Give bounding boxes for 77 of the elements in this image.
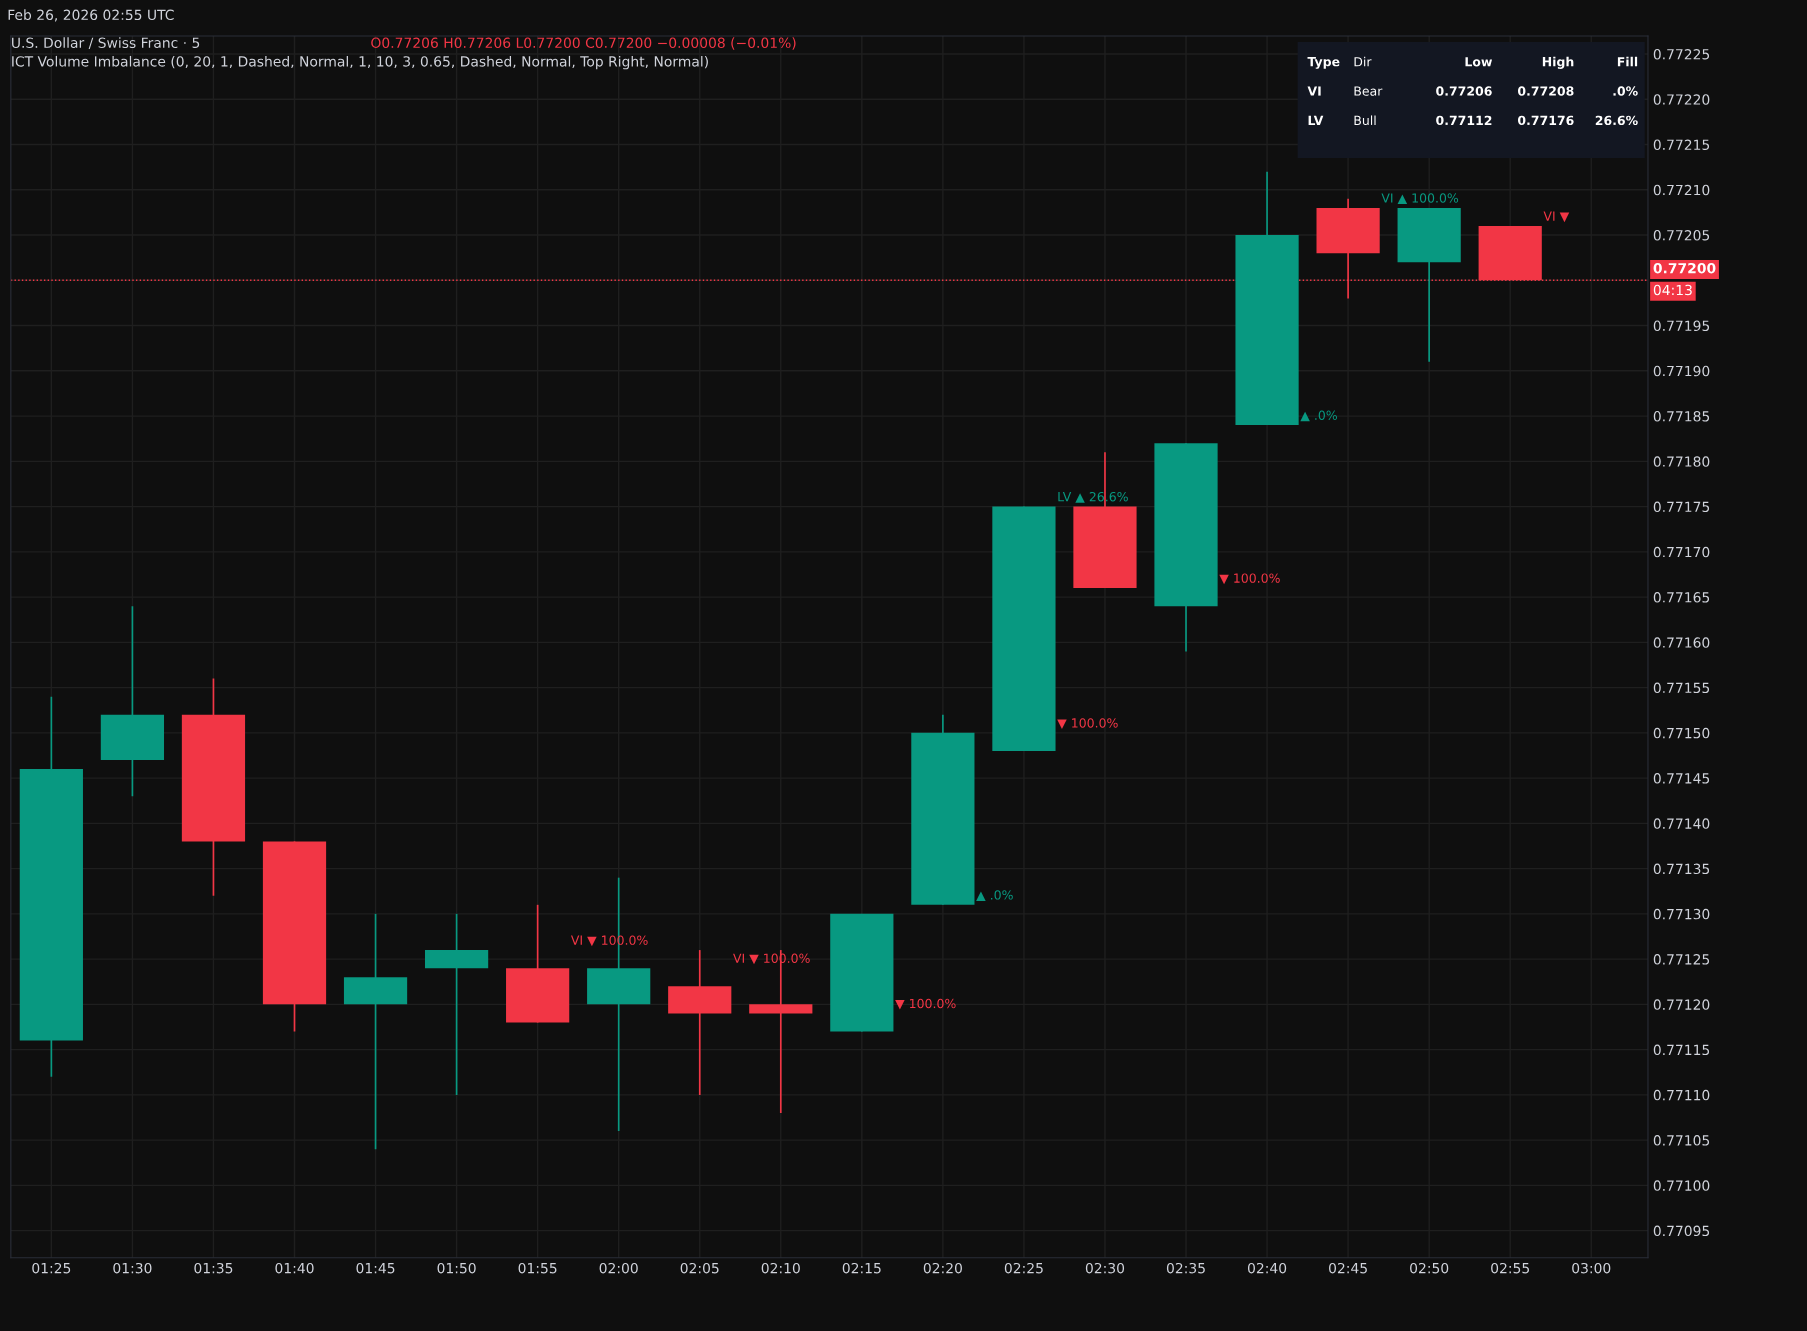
x-tick-label: 02:30	[1085, 1262, 1125, 1274]
x-tick-label: 02:55	[1491, 1262, 1529, 1274]
x-tick-label: 02:15	[842, 1262, 881, 1274]
candlestick	[424, 913, 489, 1096]
text: 04:13	[1653, 284, 1692, 296]
annotation: ▲ .0%	[1300, 410, 1337, 422]
chart-title: U.S. Dollar / Swiss Franc · 5	[12, 37, 200, 50]
x-tick-label: 02:35	[1166, 1262, 1205, 1274]
y-tick-label: 0.77140	[1653, 818, 1710, 829]
y-tick-label: 0.77135	[1653, 863, 1710, 875]
annotation: Bear	[1354, 86, 1383, 96]
y-tick-label: 0.77170	[1653, 546, 1710, 558]
annotation: LV	[1308, 115, 1324, 125]
x-tick-label: 02:00	[599, 1262, 638, 1274]
annotation: 26.6%	[1595, 115, 1638, 126]
y-tick-label: 0.77220	[1653, 94, 1710, 105]
y-tick-label: 0.77155	[1653, 682, 1710, 694]
y-tick-label: 0.77190	[1653, 365, 1710, 377]
y-tick-label: 0.77195	[1653, 320, 1710, 332]
text: Feb 26, 2026 02:55 UTC	[8, 9, 174, 22]
x-tick-label: 02:10	[761, 1262, 800, 1274]
x-tick-label: 02:25	[1004, 1262, 1043, 1274]
y-tick-label: 0.77185	[1653, 411, 1710, 422]
annotation: High	[1542, 56, 1574, 69]
y-tick-label: 0.77125	[1653, 954, 1710, 965]
annotation: ▼ 100.0%	[895, 998, 956, 1010]
annotation: 0.77176	[1517, 115, 1574, 126]
annotation: O0.77206 H0.77206 L0.77200 C0.77200 −0.00008 (−0.01%)	[371, 37, 796, 50]
x-tick-label: 01:45	[356, 1262, 395, 1274]
annotation: Bull	[1354, 115, 1376, 126]
text: ICT Volume Imbalance (0, 20, 1, Dashed, Normal, 1, 10, 3, 0.65, Dashed, Normal, Top Right, Normal)	[12, 55, 708, 70]
y-tick-label: 0.77225	[1653, 49, 1710, 60]
x-tick-label: 02:50	[1410, 1262, 1449, 1274]
annotation: 0.77208	[1517, 86, 1574, 96]
x-tick-label: 01:35	[194, 1262, 233, 1274]
y-tick-label: 0.77215	[1653, 139, 1710, 151]
y-tick-label: 0.77180	[1653, 456, 1710, 467]
annotation: VI	[1307, 86, 1321, 96]
annotation: Low	[1465, 57, 1493, 67]
annotation: Type	[1307, 57, 1340, 69]
y-tick-label: 0.77130	[1653, 908, 1710, 920]
y-tick-label: 0.77145	[1653, 773, 1710, 784]
annotation: Dir	[1354, 56, 1372, 67]
annotation: VI ▲ 100.0%	[1381, 193, 1459, 205]
x-tick-label: 02:05	[680, 1262, 719, 1274]
y-tick-label: 0.77120	[1653, 999, 1710, 1010]
x-tick-label: 01:50	[437, 1262, 476, 1274]
y-tick-label: 0.77110	[1653, 1089, 1710, 1101]
ref-line-label: 0.77200	[1653, 262, 1716, 274]
annotation: ▲ .0%	[976, 890, 1013, 901]
y-tick-label: 0.77210	[1653, 184, 1710, 196]
x-tick-label: 02:45	[1329, 1262, 1367, 1274]
y-tick-label: 0.77105	[1653, 1135, 1710, 1146]
y-tick-label: 0.77165	[1653, 592, 1710, 603]
y-tick-label: 0.77095	[1653, 1225, 1710, 1237]
candlestick	[343, 913, 408, 1151]
x-tick-label: 01:40	[275, 1262, 314, 1274]
x-tick-label: 02:20	[923, 1262, 962, 1274]
candlestick	[749, 949, 813, 1114]
annotation: 0.77112	[1436, 115, 1492, 126]
x-tick-label: 01:25	[32, 1262, 71, 1274]
annotation: .0%	[1613, 86, 1638, 96]
y-tick-label: 0.77100	[1653, 1180, 1710, 1191]
x-tick-label: 01:55	[518, 1262, 557, 1274]
y-tick-label: 0.77115	[1653, 1044, 1710, 1056]
annotation: Fill	[1617, 56, 1638, 67]
y-tick-label: 0.77175	[1653, 501, 1710, 513]
y-tick-label: 0.77160	[1653, 637, 1710, 648]
x-tick-label: 02:40	[1247, 1262, 1287, 1274]
annotation: 0.77206	[1436, 86, 1492, 96]
annotation: VI ▼	[1543, 211, 1570, 223]
x-tick-label: 01:30	[113, 1262, 152, 1274]
annotation: ▼ 100.0%	[1057, 718, 1118, 730]
y-tick-label: 0.77205	[1653, 230, 1710, 241]
x-tick-label: 03:00	[1572, 1262, 1611, 1274]
y-tick-label: 0.77150	[1653, 727, 1710, 739]
annotation: ▼ 100.0%	[1219, 573, 1280, 585]
